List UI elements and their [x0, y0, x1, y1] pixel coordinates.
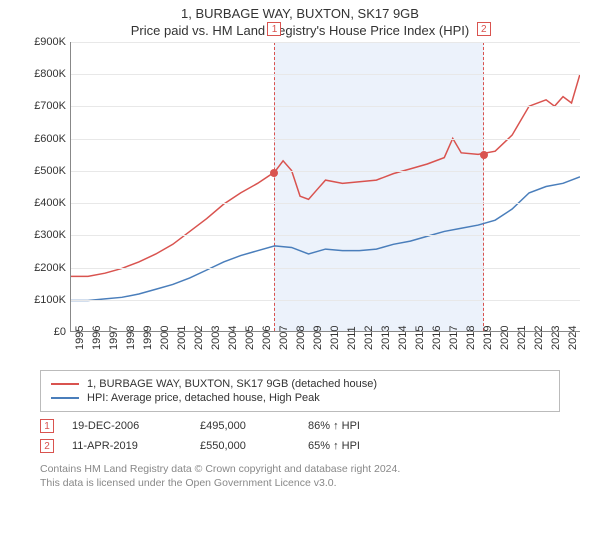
y-axis-label: £300K: [20, 229, 66, 241]
sale-row-marker: 2: [40, 439, 54, 453]
sale-dot-2: [480, 151, 488, 159]
gridline: [71, 171, 580, 172]
gridline: [71, 74, 580, 75]
chart-area: £0 £100K £200K £300K £400K £500K £600K £700K £80…: [20, 42, 580, 362]
legend-box: 1, BURBAGE WAY, BUXTON, SK17 9GB (detach…: [40, 370, 560, 412]
y-axis-label: £200K: [20, 262, 66, 274]
gridline: [71, 42, 580, 43]
legend-row: 1, BURBAGE WAY, BUXTON, SK17 9GB (detach…: [51, 377, 549, 391]
y-axis-label: £500K: [20, 165, 66, 177]
gridline: [71, 268, 580, 269]
y-axis-label: £800K: [20, 68, 66, 80]
sale-row-marker: 1: [40, 419, 54, 433]
y-axis-label: £900K: [20, 36, 66, 48]
gridline: [71, 106, 580, 107]
sale-hpi-delta: 86% ↑ HPI: [308, 420, 408, 432]
y-axis-label: £400K: [20, 197, 66, 209]
legend-swatch: [51, 397, 79, 399]
legend-row: HPI: Average price, detached house, High…: [51, 391, 549, 405]
sale-dot-1: [270, 169, 278, 177]
page-title: 1, BURBAGE WAY, BUXTON, SK17 9GB: [0, 0, 600, 21]
y-axis-label: £100K: [20, 294, 66, 306]
sale-row: 2 11-APR-2019 £550,000 65% ↑ HPI: [40, 436, 560, 456]
y-axis-label: £0: [20, 326, 66, 338]
chart-container: 1, BURBAGE WAY, BUXTON, SK17 9GB Price p…: [0, 0, 600, 560]
sale-marker-1: 1: [267, 22, 281, 36]
sales-table: 1 19-DEC-2006 £495,000 86% ↑ HPI 2 11-APR-201…: [40, 416, 560, 456]
x-axis-label: 2024: [567, 326, 597, 350]
sale-price: £495,000: [200, 420, 290, 432]
sale-marker-2: 2: [477, 22, 491, 36]
sale-row: 1 19-DEC-2006 £495,000 86% ↑ HPI: [40, 416, 560, 436]
sale-date: 19-DEC-2006: [72, 420, 182, 432]
gridline: [71, 139, 580, 140]
plot-area: 12: [70, 42, 580, 332]
page-subtitle: Price paid vs. HM Land Registry's House …: [0, 21, 600, 42]
footnote-line: This data is licensed under the Open Gov…: [40, 476, 560, 490]
sale-hpi-delta: 65% ↑ HPI: [308, 440, 408, 452]
gridline: [71, 203, 580, 204]
footnote-line: Contains HM Land Registry data © Crown c…: [40, 462, 560, 476]
y-axis-label: £700K: [20, 100, 66, 112]
y-axis-label: £600K: [20, 133, 66, 145]
series-hpi: [71, 177, 580, 301]
line-layer: [71, 42, 580, 331]
sale-date: 11-APR-2019: [72, 440, 182, 452]
legend-label: HPI: Average price, detached house, High…: [87, 392, 320, 404]
gridline: [71, 235, 580, 236]
gridline: [71, 300, 580, 301]
footnote: Contains HM Land Registry data © Crown c…: [40, 462, 560, 490]
legend-label: 1, BURBAGE WAY, BUXTON, SK17 9GB (detach…: [87, 378, 377, 390]
legend-swatch: [51, 383, 79, 385]
sale-price: £550,000: [200, 440, 290, 452]
series-property: [71, 74, 580, 276]
